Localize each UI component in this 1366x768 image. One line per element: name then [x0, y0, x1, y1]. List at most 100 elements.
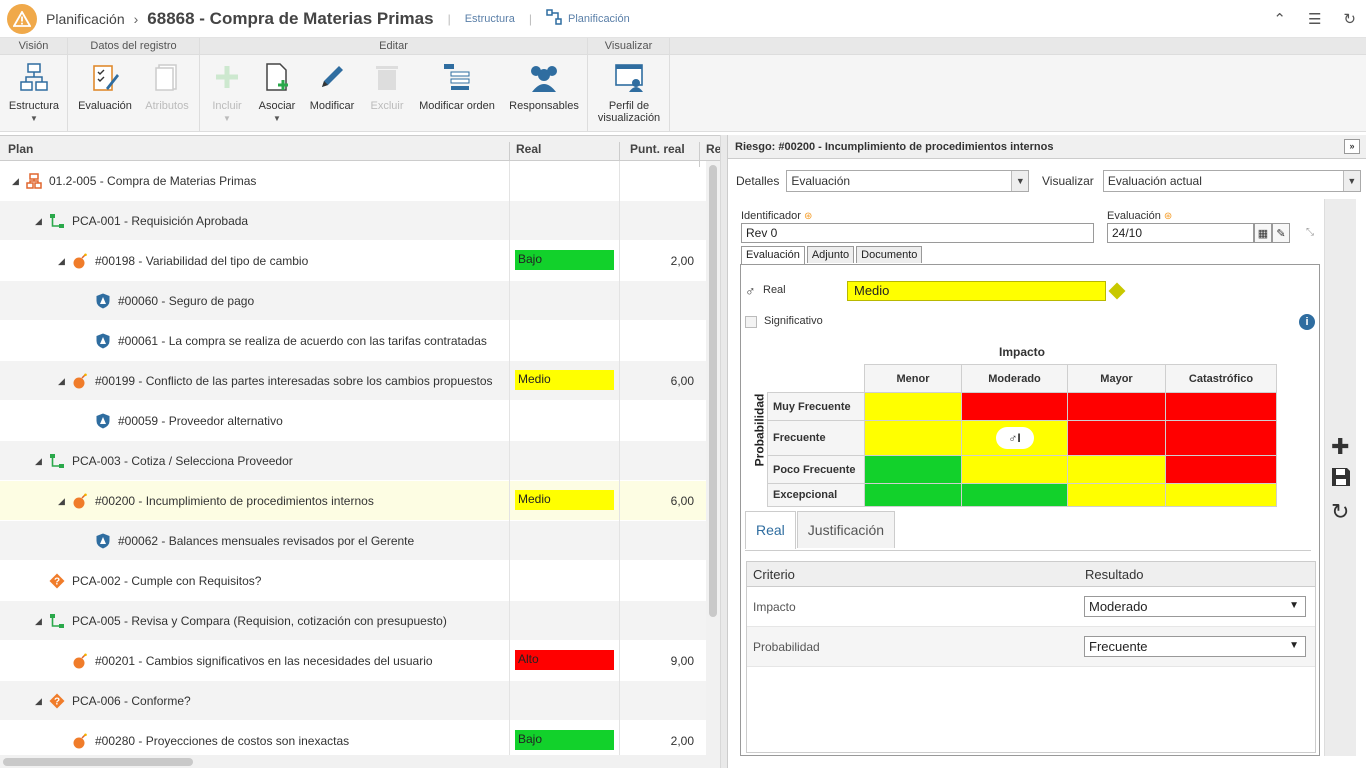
matrix-cell[interactable]	[1067, 483, 1166, 507]
evaluation-date-input[interactable]: 24/10	[1107, 223, 1254, 243]
table-row[interactable]: ◢ PCA-003 - Cotiza / Selecciona Proveedor	[0, 441, 706, 481]
score-value: 2,00	[670, 734, 694, 748]
delete-button[interactable]: Excluir	[364, 60, 410, 112]
column-divider	[619, 401, 620, 441]
matrix-cell[interactable]	[1165, 392, 1277, 421]
scrollbar-thumb[interactable]	[709, 165, 717, 617]
expand-toggle-icon[interactable]: ◢	[58, 375, 65, 386]
collapse-up-icon[interactable]: ⌃	[1273, 11, 1286, 28]
evaluation-button[interactable]: Evaluación	[74, 60, 136, 112]
tab-real[interactable]: Real	[745, 511, 796, 549]
horizontal-scrollbar[interactable]	[0, 755, 706, 768]
table-row[interactable]: ◢ PCA-001 - Requisición Aprobada	[0, 201, 706, 241]
vertical-scrollbar[interactable]	[706, 161, 720, 768]
matrix-cell[interactable]	[1165, 420, 1277, 456]
identifier-input[interactable]: Rev 0	[741, 223, 1094, 243]
significant-checkbox[interactable]	[745, 316, 757, 328]
modify-order-button[interactable]: Modificar orden	[414, 60, 500, 112]
expand-toggle-icon[interactable]: ◢	[12, 175, 19, 186]
table-row[interactable]: #00061 - La compra se realiza de acuerdo…	[0, 321, 706, 361]
plan-cell: #00061 - La compra se realiza de acuerdo…	[81, 321, 487, 361]
table-row[interactable]: ◢ #00198 - Variabilidad del tipo de cambi…	[0, 241, 706, 281]
collapse-panel-button[interactable]: »	[1344, 139, 1360, 154]
add-icon[interactable]: ✚	[1331, 434, 1350, 459]
details-select[interactable]: Evaluación ▼	[786, 170, 1030, 192]
tab-justification[interactable]: Justificación	[796, 511, 896, 548]
responsible-button[interactable]: Responsables	[506, 60, 582, 112]
matrix-cell[interactable]	[864, 455, 962, 484]
matrix-cell[interactable]	[1067, 392, 1166, 421]
breadcrumb-module[interactable]: Planificación	[46, 10, 125, 27]
refresh-icon[interactable]: ↻	[1343, 11, 1356, 28]
table-row[interactable]: ◢? PCA-006 - Conforme?	[0, 681, 706, 721]
tab-evaluation[interactable]: Evaluación	[741, 246, 805, 264]
matrix-cell[interactable]	[961, 483, 1068, 507]
save-icon[interactable]	[1331, 467, 1351, 493]
real-level-badge: Medio	[847, 281, 1106, 301]
expand-toggle-icon[interactable]: ◢	[35, 695, 42, 706]
matrix-cell[interactable]	[961, 392, 1068, 421]
table-row[interactable]: ◢ PCA-005 - Revisa y Compara (Requision, …	[0, 601, 706, 641]
gender-symbol-icon: ♂	[1008, 431, 1018, 445]
decision-icon: ?	[49, 693, 65, 709]
table-row[interactable]: ◢ #00200 - Incumplimiento de procedimient…	[0, 481, 706, 521]
tab-document[interactable]: Documento	[856, 246, 923, 263]
view-select[interactable]: Evaluación actual ▼	[1102, 170, 1361, 192]
tab-attachment[interactable]: Adjunto	[806, 246, 855, 263]
page-title: 68868 - Compra de Materias Primas	[147, 8, 434, 28]
expand-toggle-icon[interactable]: ◢	[35, 215, 42, 226]
modify-button[interactable]: Modificar	[306, 60, 358, 112]
svg-text:?: ?	[54, 697, 60, 708]
table-row[interactable]: ? PCA-002 - Cumple con Requisitos?	[0, 561, 706, 601]
clear-brush-icon[interactable]: ✎	[1272, 223, 1290, 243]
planning-link[interactable]: Planificación	[567, 12, 630, 25]
matrix-cell[interactable]: ♂ I	[961, 420, 1068, 456]
info-icon[interactable]: i	[1299, 314, 1315, 330]
matrix-cell[interactable]	[864, 483, 962, 507]
scrollbar-thumb[interactable]	[3, 758, 193, 766]
matrix-cell[interactable]	[1067, 455, 1166, 484]
expand-toggle-icon[interactable]: ◢	[58, 255, 65, 266]
table-row[interactable]: #00280 - Proyecciones de costos son inex…	[0, 721, 706, 761]
column-header-real[interactable]: Real	[516, 142, 542, 156]
matrix-cell[interactable]	[864, 420, 962, 456]
list-icon[interactable]: ☰	[1307, 11, 1322, 28]
refresh-icon[interactable]: ↻	[1331, 499, 1350, 524]
column-header-extra[interactable]: Re	[706, 142, 720, 156]
matrix-cell[interactable]	[1067, 420, 1166, 456]
structure-link[interactable]: Estructura	[464, 12, 515, 25]
panel-splitter[interactable]	[720, 135, 727, 768]
ribbon-group-record: Datos del registro Evaluación Atributos	[68, 38, 200, 132]
evaluation-form: ♂ Real Medio Significativo i Impacto Pro…	[740, 264, 1320, 756]
column-header-score[interactable]: Punt. real	[630, 142, 685, 156]
matrix-cell[interactable]	[961, 455, 1068, 484]
column-divider	[619, 681, 620, 721]
associate-button[interactable]: Asociar ▼	[254, 60, 300, 123]
probability-result-select[interactable]: Frecuente ▼	[1084, 636, 1306, 657]
table-row[interactable]: #00062 - Balances mensuales revisados po…	[0, 521, 706, 561]
column-divider	[619, 601, 620, 641]
impact-result-select[interactable]: Moderado ▼	[1084, 596, 1306, 617]
structure-button[interactable]: Estructura ▼	[4, 60, 64, 123]
table-row[interactable]: #00059 - Proveedor alternativo	[0, 401, 706, 441]
table-row[interactable]: ◢ 01.2-005 - Compra de Materias Primas	[0, 161, 706, 201]
column-header-plan[interactable]: Plan	[8, 142, 34, 156]
table-row[interactable]: #00201 - Cambios significativos en las n…	[0, 641, 706, 681]
control-icon	[95, 533, 111, 549]
collapse-arrows-icon[interactable]: ⤡	[1306, 227, 1314, 238]
matrix-row-header: Excepcional	[767, 483, 865, 507]
expand-toggle-icon[interactable]: ◢	[35, 455, 42, 466]
view-profile-button[interactable]: Perfil de visualización	[592, 60, 666, 124]
expand-toggle-icon[interactable]: ◢	[35, 615, 42, 626]
matrix-cell[interactable]	[1165, 455, 1277, 484]
matrix-cell[interactable]	[864, 392, 962, 421]
attributes-button[interactable]: Atributos	[138, 60, 196, 112]
include-button[interactable]: Incluir ▼	[204, 60, 250, 123]
calendar-icon[interactable]: ▦	[1254, 223, 1272, 243]
table-row[interactable]: ◢ #00199 - Conflicto de las partes intere…	[0, 361, 706, 401]
matrix-cell[interactable]	[1165, 483, 1277, 507]
column-divider	[509, 321, 510, 361]
expand-toggle-icon[interactable]: ◢	[58, 495, 65, 506]
table-row[interactable]: #00060 - Seguro de pago	[0, 281, 706, 321]
plan-cell: ◢ PCA-001 - Requisición Aprobada	[35, 201, 248, 241]
